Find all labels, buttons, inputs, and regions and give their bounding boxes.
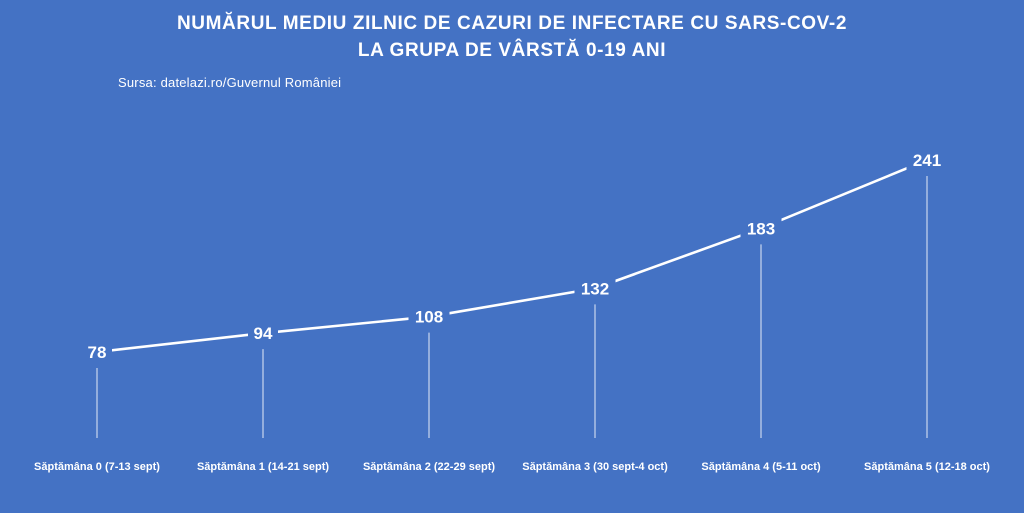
- data-label-3: 132: [581, 279, 609, 298]
- x-tick-label-5: Săptămâna 5 (12-18 oct): [864, 461, 990, 473]
- data-label-0: 78: [88, 343, 107, 362]
- chart-title-line-1: NUMĂRUL MEDIU ZILNIC DE CAZURI DE INFECT…: [176, 13, 847, 34]
- data-label-bg-5: [906, 148, 948, 172]
- data-label-4: 183: [747, 219, 775, 238]
- data-label-bg-3: [574, 276, 616, 301]
- x-tick-label-0: Săptămâna 0 (7-13 sept): [34, 461, 160, 473]
- x-tick-label-3: Săptămâna 3 (30 sept-4 oct): [522, 461, 668, 473]
- data-label-2: 108: [415, 308, 443, 327]
- series-line: [95, 158, 929, 354]
- data-label-bg-1: [248, 321, 278, 346]
- data-label-bg-2: [408, 304, 450, 329]
- chart-title-line-2: LA GRUPA DE VÂRSTĂ 0-19 ANI: [357, 40, 667, 61]
- chart-title: NUMĂRUL MEDIU ZILNIC DE CAZURI DE INFECT…: [0, 10, 1024, 64]
- x-tick-label-1: Săptămâna 1 (14-21 sept): [197, 461, 329, 473]
- x-tick-label-4: Săptămâna 4 (5-11 oct): [701, 461, 821, 473]
- data-label-bg-0: [82, 340, 112, 364]
- x-tick-label-2: Săptămâna 2 (22-29 sept): [363, 461, 495, 473]
- data-label-5: 241: [913, 151, 941, 170]
- data-label-bg-4: [740, 216, 782, 241]
- data-label-1: 94: [254, 324, 273, 343]
- source-note: Sursa: datelazi.ro/Guvernul României: [118, 75, 342, 90]
